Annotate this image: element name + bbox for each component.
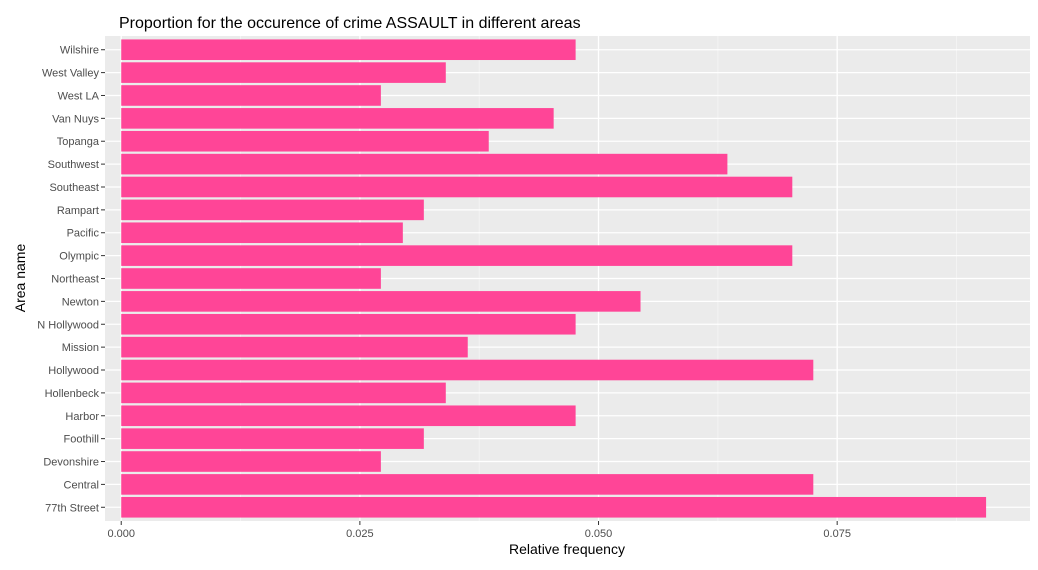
x-tick-label: 0.050 bbox=[585, 528, 613, 540]
y-tick-label: West LA bbox=[58, 90, 100, 102]
y-tick-label: Wilshire bbox=[60, 45, 99, 57]
bar bbox=[121, 268, 381, 289]
y-tick-label: Mission bbox=[62, 342, 99, 354]
bar bbox=[121, 428, 424, 449]
bar bbox=[121, 313, 576, 335]
bar bbox=[121, 245, 793, 266]
y-tick-label: Hollywood bbox=[48, 365, 99, 377]
bar bbox=[121, 130, 489, 152]
y-axis: 77th Street Central Devonshire Foothill Harb… bbox=[37, 45, 105, 514]
bar bbox=[121, 405, 576, 427]
bars-layer bbox=[121, 39, 987, 518]
bar bbox=[121, 108, 554, 129]
bar bbox=[121, 291, 641, 312]
y-tick-label: Hollenbeck bbox=[45, 388, 100, 400]
chart-title: Proportion for the occurence of crime AS… bbox=[119, 15, 581, 32]
bar bbox=[121, 176, 793, 198]
x-tick-label: 0.000 bbox=[107, 528, 135, 540]
x-tick-label: 0.025 bbox=[346, 528, 374, 540]
y-tick-label: N Hollywood bbox=[37, 319, 99, 331]
y-axis-title: Area name bbox=[12, 244, 28, 313]
bar bbox=[121, 62, 446, 83]
y-tick-label: Newton bbox=[62, 296, 99, 308]
bar bbox=[121, 474, 814, 495]
y-tick-label: Pacific bbox=[67, 228, 100, 240]
y-tick-label: Central bbox=[64, 479, 99, 491]
y-tick-label: Topanga bbox=[57, 136, 100, 148]
y-tick-label: Harbor bbox=[65, 411, 99, 423]
y-tick-label: Olympic bbox=[59, 251, 99, 263]
bar bbox=[121, 336, 468, 358]
bar bbox=[121, 359, 814, 381]
bar bbox=[121, 199, 424, 221]
bar bbox=[121, 382, 446, 404]
y-tick-label: Rampart bbox=[57, 205, 99, 217]
y-tick-label: Devonshire bbox=[43, 457, 99, 469]
bar bbox=[121, 39, 576, 61]
y-tick-label: Foothill bbox=[64, 434, 99, 446]
y-tick-label: Southwest bbox=[48, 159, 99, 171]
x-tick-label: 0.075 bbox=[823, 528, 851, 540]
y-tick-label: 77th Street bbox=[45, 502, 99, 514]
y-tick-label: Southeast bbox=[49, 182, 99, 194]
y-tick-label: Van Nuys bbox=[52, 113, 99, 125]
bar bbox=[121, 451, 381, 472]
y-tick-label: Northeast bbox=[51, 274, 99, 286]
bar bbox=[121, 85, 381, 106]
bar bbox=[121, 153, 728, 175]
bar bbox=[121, 496, 987, 518]
x-axis-title: Relative frequency bbox=[509, 541, 625, 557]
x-axis: 0.000 0.025 0.050 0.075 bbox=[107, 521, 851, 540]
bar bbox=[121, 222, 403, 244]
y-tick-label: West Valley bbox=[42, 68, 100, 80]
